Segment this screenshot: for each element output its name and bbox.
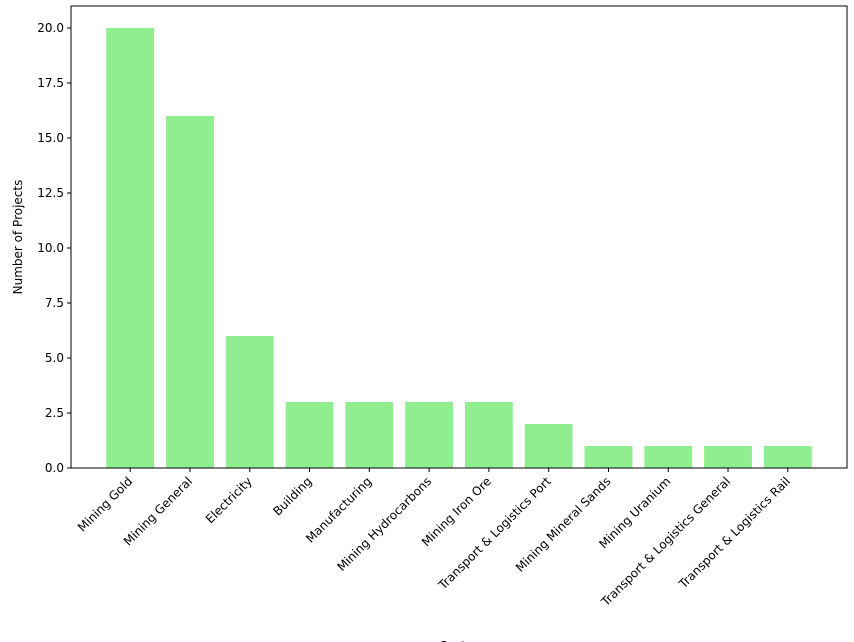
bar <box>285 402 334 468</box>
bar <box>584 446 633 468</box>
bar <box>345 402 394 468</box>
x-tick-label: Transport & Logistics General <box>598 474 733 609</box>
bar <box>166 116 214 468</box>
bar <box>405 402 454 468</box>
x-tick-label: Transport & Logistics Port <box>435 474 554 593</box>
bar <box>225 336 274 468</box>
bar <box>644 446 693 468</box>
bar <box>763 446 812 468</box>
plot-frame <box>70 5 848 469</box>
bar <box>524 424 573 468</box>
x-tick-label: Building <box>270 474 314 518</box>
x-tick-label: Transport & Logistics Rail <box>675 474 792 591</box>
y-tick-label: 2.5 <box>45 406 64 420</box>
y-tick-label: 15.0 <box>37 131 64 145</box>
y-tick-label: 5.0 <box>45 351 64 365</box>
y-tick-label: 12.5 <box>37 186 64 200</box>
x-tick-label: Mining Gold <box>75 474 135 534</box>
y-tick-label: 20.0 <box>37 21 64 35</box>
y-tick-label: 17.5 <box>37 76 64 90</box>
y-tick-label: 7.5 <box>45 296 64 310</box>
y-tick-label: 10.0 <box>37 241 64 255</box>
y-tick-label: 0.0 <box>45 461 64 475</box>
y-axis-label: Number of Projects <box>11 180 25 295</box>
bar <box>464 402 513 468</box>
bar <box>704 446 752 468</box>
x-tick-label: Electricity <box>203 474 255 526</box>
x-axis-label: Sector <box>440 639 479 642</box>
bar <box>106 28 155 468</box>
